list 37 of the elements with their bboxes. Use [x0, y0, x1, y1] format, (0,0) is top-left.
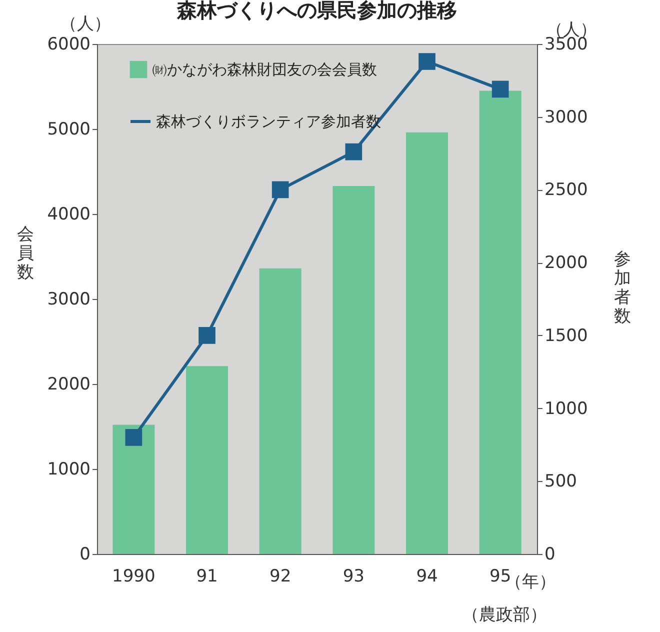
text: （人）: [60, 13, 111, 35]
x-tick-label: 92: [270, 566, 292, 586]
y2-tick-label: 1500: [544, 326, 588, 346]
point: [345, 143, 362, 160]
y-tick-label: 6000: [47, 34, 90, 54]
chart-title: 森林づくりへの県民参加の推移: [176, 0, 457, 22]
text: （農政部）: [462, 604, 547, 626]
point: [418, 53, 436, 70]
y2-tick-label: 0: [544, 544, 556, 564]
y-tick-label: 3000: [47, 290, 90, 310]
bar: [112, 424, 155, 554]
x-tick-label: 94: [416, 566, 438, 586]
legend-label: ㈶かながわ森林財団友の会会員数: [152, 60, 377, 78]
bar: [479, 90, 522, 554]
y-tick-label: 0: [80, 544, 90, 564]
bar: [186, 366, 228, 554]
point: [492, 80, 509, 98]
y2-tick-label: 2000: [544, 253, 588, 274]
x-tick-label: 91: [196, 566, 218, 586]
point: [125, 429, 142, 446]
bar: [406, 132, 448, 554]
point: [272, 181, 289, 198]
bar: [259, 268, 302, 554]
y2-axis-title: 参加者数: [614, 250, 631, 326]
point: [198, 327, 216, 344]
y-axis-title: 会員数: [17, 224, 34, 282]
y-tick-label: 4000: [47, 204, 90, 224]
y2-tick-label: 500: [544, 472, 577, 492]
y-tick-label: 2000: [47, 374, 90, 394]
y2-tick-label: 1000: [544, 398, 588, 419]
y2-tick-label: 2500: [544, 180, 588, 200]
y-tick-label: 5000: [47, 120, 90, 140]
y2-tick-label: 3000: [544, 107, 588, 128]
x-tick-label: 1990: [112, 566, 156, 586]
bar: [332, 186, 375, 554]
y-tick-label: 1000: [47, 460, 90, 480]
x-tick-label: 93: [342, 566, 364, 586]
